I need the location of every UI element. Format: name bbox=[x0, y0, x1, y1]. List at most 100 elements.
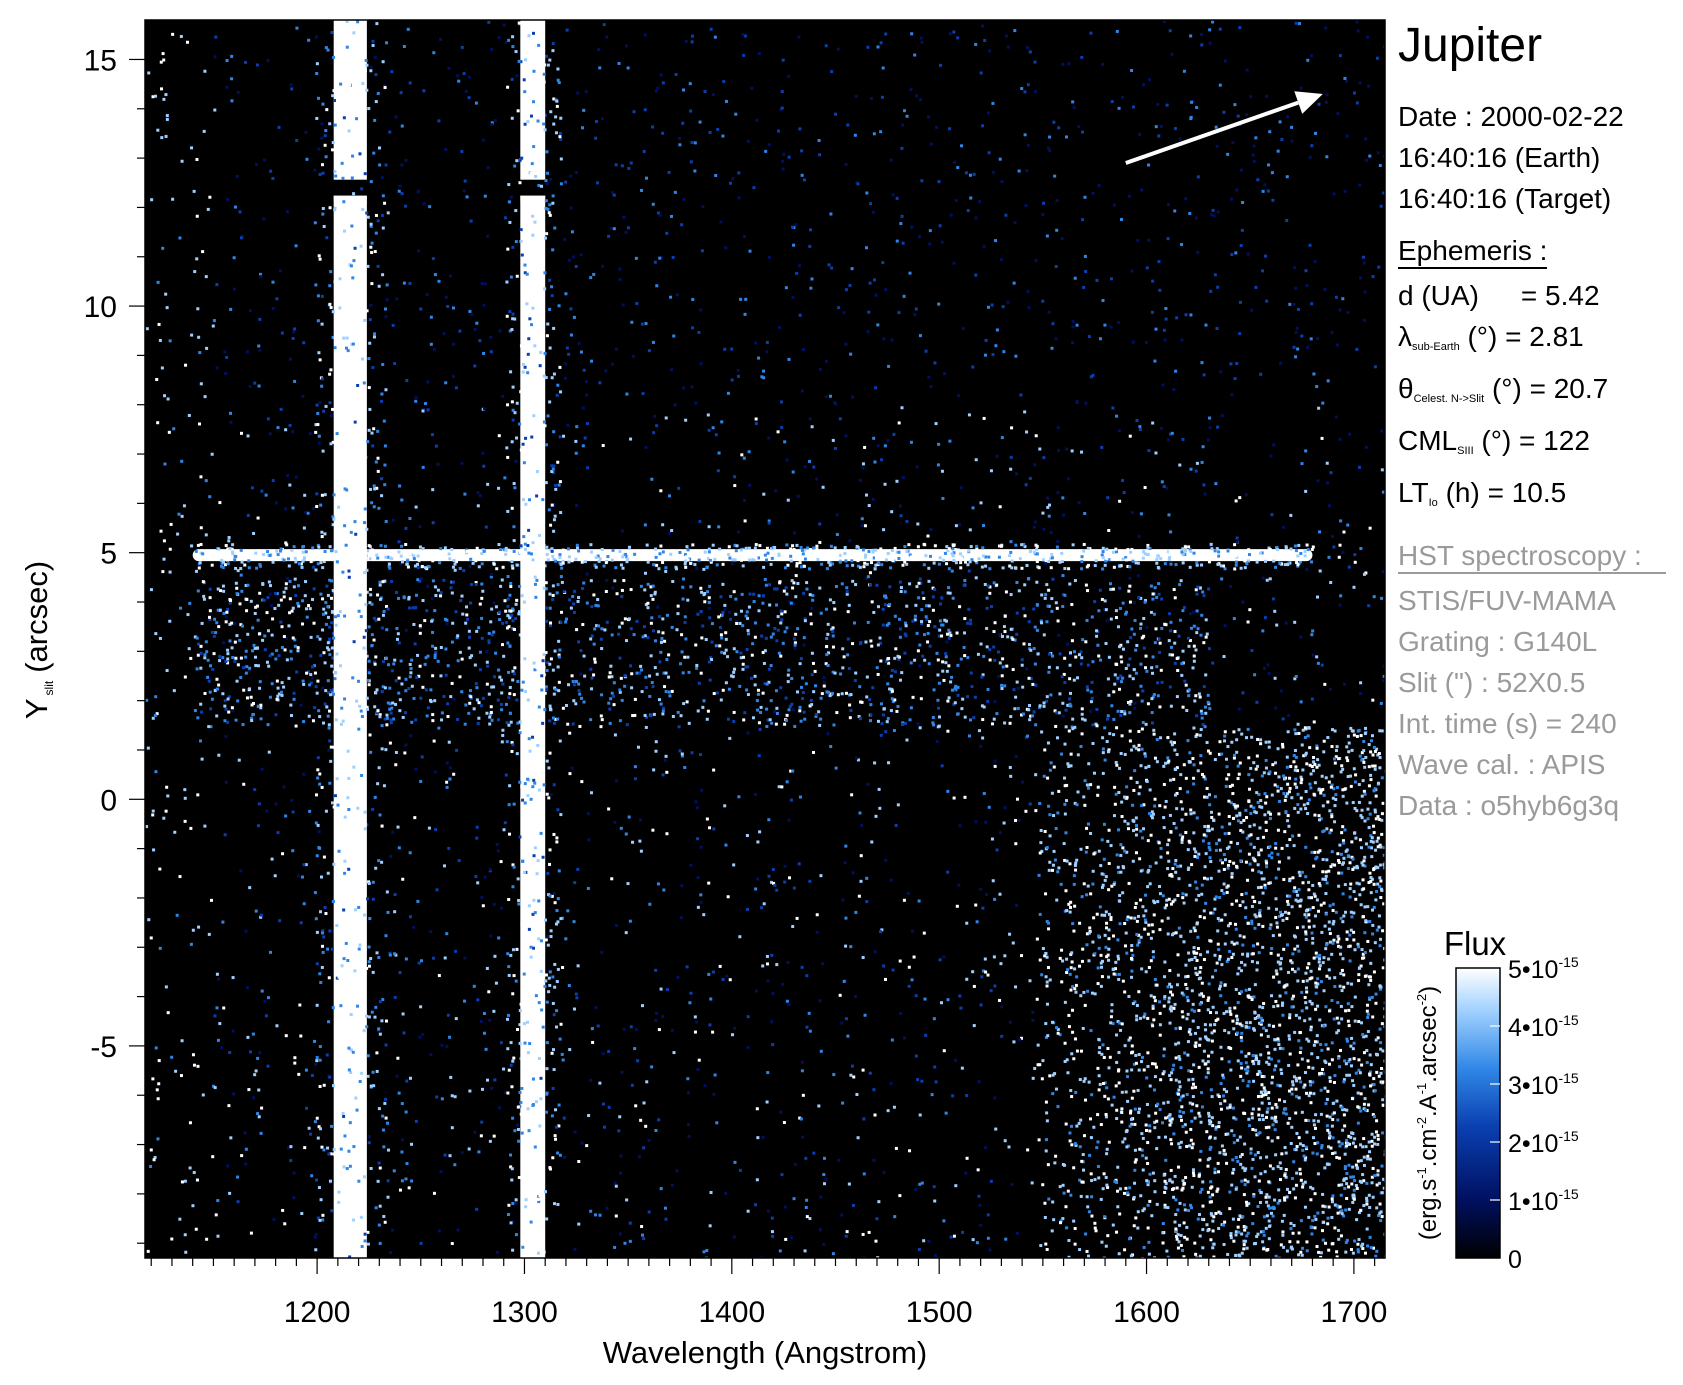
spectrum-pixel bbox=[905, 738, 909, 742]
spectrum-pixel bbox=[324, 601, 328, 605]
spectrum-pixel bbox=[593, 563, 597, 567]
spectrum-pixel bbox=[700, 788, 704, 792]
spectrum-pixel bbox=[1293, 620, 1297, 624]
spectrum-pixel bbox=[1323, 1205, 1327, 1209]
spectrum-pixel bbox=[700, 590, 704, 594]
spectrum-pixel bbox=[369, 303, 373, 307]
spectrum-pixel bbox=[832, 723, 836, 727]
spectrum-pixel bbox=[1230, 197, 1234, 201]
spectrum-pixel bbox=[1144, 1128, 1148, 1132]
spectrum-pixel bbox=[737, 171, 741, 175]
spectrum-pixel bbox=[230, 621, 234, 625]
spectrum-pixel bbox=[564, 362, 568, 366]
spectrum-pixel bbox=[1097, 609, 1101, 613]
spectrum-pixel bbox=[500, 740, 504, 744]
spectrum-pixel bbox=[974, 576, 978, 580]
spectrum-pixel bbox=[294, 724, 298, 728]
spectrum-pixel bbox=[408, 281, 412, 285]
spectrum-pixel bbox=[1173, 661, 1177, 665]
spectrum-pixel bbox=[845, 586, 849, 590]
spectrum-pixel bbox=[949, 213, 953, 217]
spectrum-pixel bbox=[661, 631, 665, 635]
spectrum-pixel bbox=[1116, 676, 1120, 680]
spectrum-pixel bbox=[658, 256, 662, 260]
spectrum-pixel bbox=[826, 693, 830, 697]
spectrum-pixel bbox=[704, 638, 708, 642]
spectrum-pixel bbox=[1348, 1073, 1352, 1077]
spectrum-pixel bbox=[440, 711, 444, 715]
spectrum-pixel bbox=[1284, 1175, 1288, 1179]
spectrum-pixel bbox=[919, 581, 923, 585]
spectrum-pixel bbox=[383, 307, 387, 311]
spectrum-pixel bbox=[258, 591, 262, 595]
spectrum-pixel bbox=[1209, 876, 1213, 880]
spectrum-pixel bbox=[1216, 425, 1220, 429]
spectrum-pixel bbox=[511, 408, 515, 412]
spectrum-pixel bbox=[235, 586, 239, 590]
spectrum-pixel bbox=[1048, 149, 1052, 153]
spectrum-pixel bbox=[718, 644, 722, 648]
spectrum-pixel bbox=[836, 693, 840, 697]
spectrum-pixel bbox=[318, 1045, 322, 1049]
spectrum-pixel bbox=[427, 826, 431, 830]
spectrum-pixel bbox=[277, 654, 281, 658]
spectrum-pixel bbox=[610, 691, 614, 695]
spectrum-pixel bbox=[1152, 913, 1156, 917]
spectrum-pixel bbox=[1200, 33, 1204, 37]
spectrum-pixel bbox=[228, 622, 232, 626]
spectrum-pixel bbox=[1267, 772, 1271, 776]
spectrum-pixel bbox=[314, 1063, 318, 1067]
spectrum-pixel bbox=[998, 661, 1002, 665]
spectrum-pixel bbox=[330, 1124, 334, 1128]
spectrum-pixel bbox=[662, 671, 666, 675]
spectrum-pixel bbox=[815, 712, 819, 716]
spectrum-pixel bbox=[476, 881, 480, 885]
spectrum-pixel bbox=[812, 690, 816, 694]
spectrum-pixel bbox=[396, 596, 400, 600]
spectrum-pixel bbox=[1116, 1165, 1120, 1169]
spectrum-pixel bbox=[231, 656, 235, 660]
spectrum-pixel bbox=[946, 699, 950, 703]
spectrum-pixel bbox=[467, 96, 471, 100]
spectrum-pixel bbox=[395, 626, 399, 630]
spectrum-pixel bbox=[579, 672, 583, 676]
spectrum-pixel bbox=[548, 624, 552, 628]
spectrum-pixel bbox=[633, 765, 637, 769]
spectrum-pixel bbox=[301, 622, 305, 626]
spectrum-pixel bbox=[490, 718, 494, 722]
spectrum-pixel bbox=[829, 745, 833, 749]
spectrum-pixel bbox=[552, 464, 556, 468]
spectrum-pixel bbox=[681, 671, 685, 675]
spectrum-pixel bbox=[946, 632, 950, 636]
spectrum-pixel bbox=[1118, 645, 1122, 649]
spectrum-pixel bbox=[754, 989, 758, 993]
spectrum-pixel bbox=[488, 715, 492, 719]
spectrum-pixel bbox=[405, 1079, 409, 1083]
spectrum-pixel bbox=[707, 972, 711, 976]
spectrum-pixel bbox=[235, 634, 239, 638]
spectrum-pixel bbox=[188, 1121, 192, 1125]
spectrum-pixel bbox=[927, 1239, 931, 1243]
spectrum-pixel bbox=[280, 331, 284, 335]
spectrum-pixel bbox=[472, 707, 476, 711]
spectrum-pixel bbox=[276, 694, 280, 698]
spectrum-pixel bbox=[448, 766, 452, 770]
spectrum-pixel bbox=[1046, 604, 1050, 608]
spectrum-pixel bbox=[809, 612, 813, 616]
spectrum-pixel bbox=[934, 422, 938, 426]
spectrum-pixel bbox=[1230, 253, 1234, 257]
spectrum-pixel bbox=[1305, 1006, 1309, 1010]
spectrum-pixel bbox=[732, 710, 736, 714]
spectrum-pixel bbox=[450, 1126, 454, 1130]
spectrum-pixel bbox=[1246, 252, 1250, 256]
spectrum-pixel bbox=[890, 338, 894, 342]
spectrum-pixel bbox=[235, 175, 239, 179]
spectrum-pixel bbox=[446, 304, 450, 308]
spectrum-pixel bbox=[797, 862, 801, 866]
spectrum-pixel bbox=[705, 717, 709, 721]
spectrum-pixel bbox=[1003, 806, 1007, 810]
spectrum-pixel bbox=[256, 646, 260, 650]
spectrum-pixel bbox=[1104, 875, 1108, 879]
spectrum-pixel bbox=[1058, 692, 1062, 696]
spectrum-pixel bbox=[1106, 1234, 1110, 1238]
